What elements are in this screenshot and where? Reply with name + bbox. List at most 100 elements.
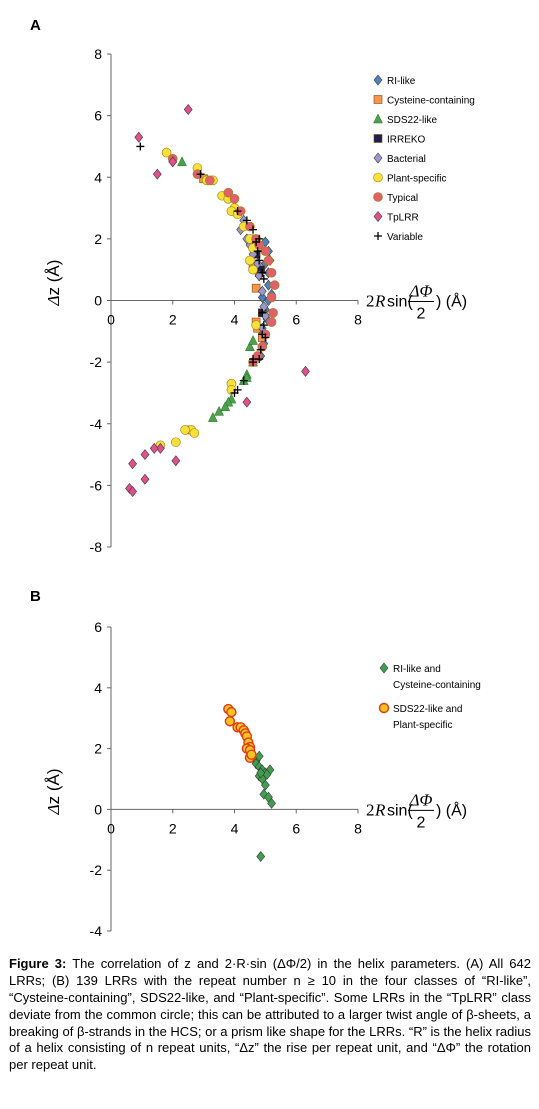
caption-text: The correlation of z and 2·R·sin (ΔΦ/2) … xyxy=(9,956,531,1073)
legend-marker xyxy=(373,95,383,104)
svg-text:ΔΦ: ΔΦ xyxy=(409,790,433,809)
chart-a-point xyxy=(245,341,255,351)
panel-b-label: B xyxy=(30,588,41,605)
legend-marker xyxy=(379,662,389,674)
legend-label: SDS22-like xyxy=(387,115,437,126)
chart-a-point xyxy=(196,170,205,179)
chart-a-point xyxy=(258,308,267,317)
chart-a-point xyxy=(140,449,150,461)
y-tick-label: 2 xyxy=(94,231,102,247)
chart-a-point xyxy=(180,425,190,435)
chart-a-point xyxy=(128,458,137,470)
x-tick-label: 2 xyxy=(169,820,177,836)
chart-a-point xyxy=(301,365,310,377)
y-tick-label: -4 xyxy=(90,923,103,939)
legend-marker xyxy=(373,113,383,124)
chart-a-point xyxy=(171,437,181,448)
y-axis-label: Δz (Å) xyxy=(44,768,63,815)
chart-a-point xyxy=(161,147,172,158)
svg-text:R: R xyxy=(374,292,386,311)
legend-label: Typical xyxy=(387,193,418,204)
chart-a-point xyxy=(257,291,267,303)
chart-a-point xyxy=(260,246,271,256)
chart-a-point xyxy=(134,131,144,143)
chart-a-point xyxy=(251,320,261,330)
chart-a-point xyxy=(251,283,261,293)
chart-a-point xyxy=(205,175,215,186)
chart-a-point xyxy=(149,442,159,454)
legend-marker xyxy=(373,192,383,202)
y-tick-label: 4 xyxy=(94,680,102,696)
chart-a-point xyxy=(257,341,268,352)
chart-a-point xyxy=(266,267,277,278)
y-tick-label: 0 xyxy=(94,293,102,309)
chart-a-point xyxy=(263,255,274,266)
y-tick-label: -6 xyxy=(90,477,103,493)
chart-a-point xyxy=(261,333,270,342)
chart-a-point xyxy=(156,442,165,454)
chart-b-point xyxy=(260,779,270,791)
svg-text:2: 2 xyxy=(417,814,426,831)
chart-a-point xyxy=(233,207,242,216)
chart-a-point xyxy=(248,334,258,345)
chart-a-point xyxy=(249,355,258,364)
chart-b-point xyxy=(226,706,237,718)
chart-a-point xyxy=(248,264,258,275)
svg-text:sin(: sin( xyxy=(387,802,413,819)
chart-a-point xyxy=(230,388,239,397)
legend-marker xyxy=(373,134,383,143)
svg-text:) (Å): ) (Å) xyxy=(436,800,467,819)
chart-b-point xyxy=(224,716,236,727)
y-tick-label: -8 xyxy=(90,539,103,555)
x-tick-label: 6 xyxy=(292,312,300,328)
y-axis-label: Δz (Å) xyxy=(44,260,63,307)
chart-a-point xyxy=(168,156,178,168)
chart-a-point xyxy=(266,317,277,327)
chart-a-point xyxy=(255,234,264,243)
chart-a-point xyxy=(249,225,258,234)
chart-b-point xyxy=(256,851,266,863)
chart-a-point xyxy=(259,321,268,330)
legend-label: Bacterial xyxy=(387,154,426,165)
chart-a-point xyxy=(177,156,187,167)
y-tick-label: 0 xyxy=(94,801,102,817)
svg-text:sin(: sin( xyxy=(387,294,413,311)
chart-a-point xyxy=(257,285,267,297)
chart-a-point xyxy=(189,428,200,438)
chart-a-point xyxy=(223,187,234,198)
legend-marker xyxy=(374,232,382,240)
svg-text:ΔΦ: ΔΦ xyxy=(409,282,433,301)
chart-a-point xyxy=(239,376,248,385)
chart-a-point xyxy=(245,221,255,232)
y-tick-label: 8 xyxy=(94,46,102,62)
x-tick-label: 8 xyxy=(354,312,362,328)
legend-label: RI-like and xyxy=(393,664,441,675)
series-8 xyxy=(136,142,270,397)
chart-b-point xyxy=(267,797,276,809)
legend-marker xyxy=(378,702,390,714)
y-tick-label: 6 xyxy=(94,619,102,635)
chart-a-point xyxy=(256,345,265,354)
figure-caption: Figure 3: The correlation of z and 2·R·s… xyxy=(9,956,531,1074)
legend-label: Variable xyxy=(387,232,423,243)
chart-a-point xyxy=(229,194,240,204)
svg-text:) (Å): ) (Å) xyxy=(436,292,467,311)
x-tick-label: 0 xyxy=(107,312,115,328)
chart-a-point xyxy=(207,412,218,422)
legend-label: Plant-specific xyxy=(393,720,452,731)
legend-label: Plant-specific xyxy=(387,174,446,185)
y-tick-label: 2 xyxy=(94,741,102,757)
series-0 xyxy=(248,750,276,863)
chart-a-point xyxy=(259,274,268,283)
svg-text:2: 2 xyxy=(366,292,375,311)
y-tick-label: -4 xyxy=(90,416,103,432)
svg-text:2: 2 xyxy=(366,800,375,819)
legend-marker xyxy=(373,172,383,183)
legend-label: TpLRR xyxy=(387,213,419,224)
x-tick-label: 2 xyxy=(169,312,177,328)
legend-marker xyxy=(373,211,383,222)
